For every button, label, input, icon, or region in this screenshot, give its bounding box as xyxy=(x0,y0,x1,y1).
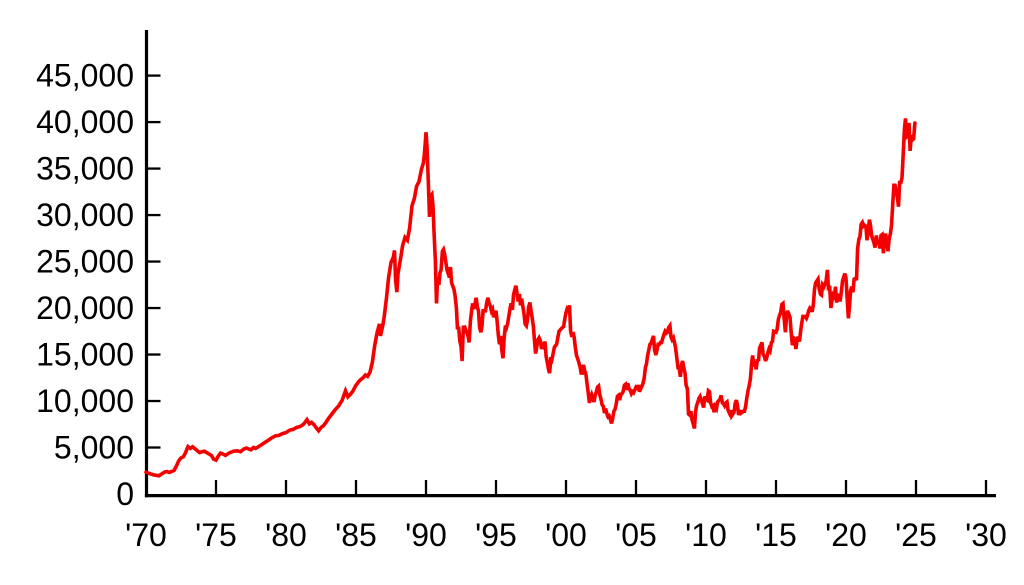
y-axis-tick-label: 20,000 xyxy=(36,290,134,326)
x-axis-tick-label: '20 xyxy=(825,517,867,553)
x-axis-tick-label: '05 xyxy=(615,517,657,553)
x-axis-tick-label: '85 xyxy=(335,517,377,553)
y-axis-tick-label: 15,000 xyxy=(36,337,134,373)
y-axis-tick-label: 35,000 xyxy=(36,151,134,187)
x-axis-tick-label: '10 xyxy=(685,517,727,553)
x-axis-tick-label: '75 xyxy=(195,517,237,553)
y-axis-tick-label: 40,000 xyxy=(36,104,134,140)
y-axis-tick-label: 5,000 xyxy=(54,430,134,466)
x-axis-tick-label: '15 xyxy=(755,517,797,553)
y-axis-tick-label: 25,000 xyxy=(36,244,134,280)
x-axis-tick-label: '95 xyxy=(475,517,517,553)
y-axis-tick-label: 10,000 xyxy=(36,383,134,419)
axis-ticks xyxy=(146,74,988,496)
y-axis-tick-label: 30,000 xyxy=(36,197,134,233)
axes xyxy=(144,30,996,498)
x-axis-tick-label: '90 xyxy=(405,517,447,553)
x-axis-tick-label: '30 xyxy=(965,517,1007,553)
series xyxy=(144,118,917,478)
x-axis-tick-label: '80 xyxy=(265,517,307,553)
x-axis-tick-label: '00 xyxy=(545,517,587,553)
y-axis-tick-label: 0 xyxy=(116,476,134,512)
x-axis-tick-label: '70 xyxy=(125,517,167,553)
axis-labels: 0 5,000 10,000 15,000 20,000 25,000 30,000 35,0… xyxy=(36,58,1007,553)
y-axis-tick-label: 45,000 xyxy=(36,58,134,94)
x-axis-tick-label: '25 xyxy=(895,517,937,553)
index-value-line xyxy=(144,118,917,478)
